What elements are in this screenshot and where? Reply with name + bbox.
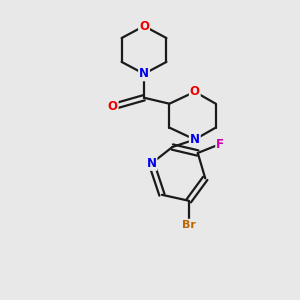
Text: O: O [190,85,200,98]
Text: Br: Br [182,220,196,230]
Text: N: N [190,133,200,146]
Text: N: N [139,68,149,80]
Text: F: F [216,137,224,151]
Text: N: N [146,157,157,170]
Text: O: O [108,100,118,113]
Text: O: O [139,20,149,33]
